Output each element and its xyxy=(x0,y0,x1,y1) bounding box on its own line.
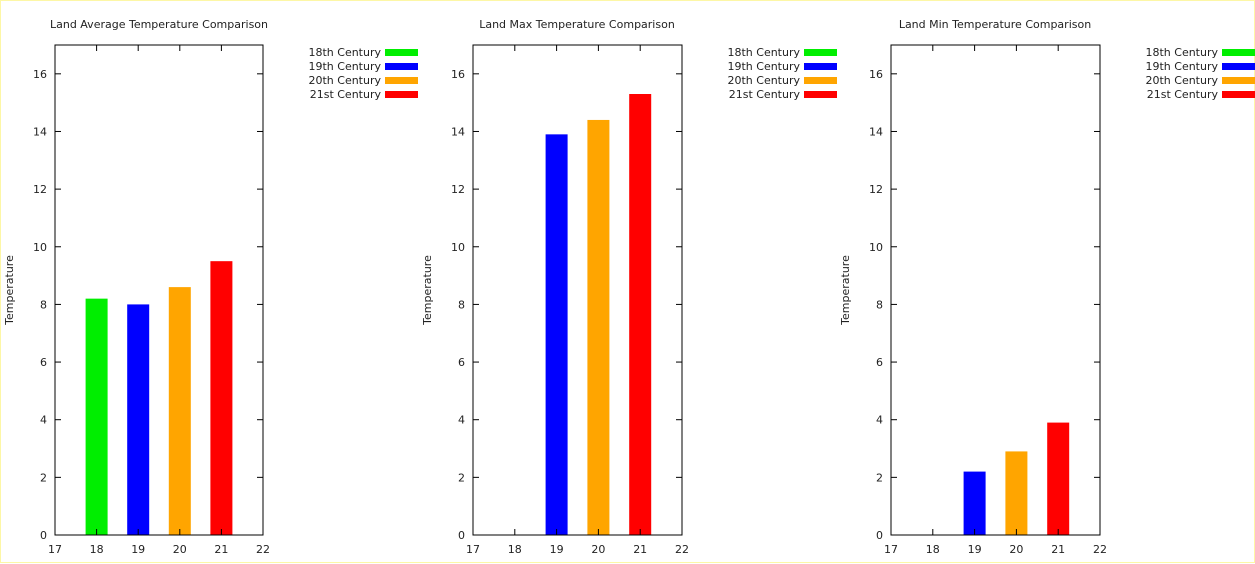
legend-swatch-18th-century xyxy=(1222,49,1255,56)
legend-label-21st-century: 21st Century xyxy=(1147,88,1219,101)
bar-19th-century xyxy=(127,304,150,535)
y-tick-label: 16 xyxy=(869,68,883,81)
y-axis-label: Temperature xyxy=(839,255,852,326)
y-tick-label: 14 xyxy=(33,125,47,138)
y-tick-label: 4 xyxy=(458,414,465,427)
bar-21st-century xyxy=(1047,422,1070,535)
y-tick-label: 8 xyxy=(40,298,47,311)
x-tick-label: 19 xyxy=(550,543,564,556)
legend-swatch-19th-century xyxy=(1222,63,1255,70)
y-tick-label: 10 xyxy=(869,241,883,254)
chart-2: Land Max Temperature Comparison Temperatu… xyxy=(421,18,837,556)
x-tick-label: 21 xyxy=(1051,543,1065,556)
y-tick-label: 2 xyxy=(40,471,47,484)
y-tick-label: 0 xyxy=(40,529,47,542)
chart-3: Land Min Temperature Comparison Temperatu… xyxy=(839,18,1255,556)
x-tick-label: 18 xyxy=(926,543,940,556)
chart-title: Land Min Temperature Comparison xyxy=(899,18,1091,31)
x-tick-label: 22 xyxy=(675,543,689,556)
chart-title: Land Max Temperature Comparison xyxy=(479,18,675,31)
x-tick-label: 19 xyxy=(968,543,982,556)
bar-18th-century xyxy=(85,298,108,535)
y-tick-label: 4 xyxy=(876,414,883,427)
legend-swatch-21st-century xyxy=(1222,91,1255,98)
x-tick-label: 20 xyxy=(173,543,187,556)
legend-label-18th-century: 18th Century xyxy=(1145,46,1218,59)
legend-swatch-21st-century xyxy=(385,91,418,98)
legend-swatch-18th-century xyxy=(804,49,837,56)
x-tick-label: 17 xyxy=(884,543,898,556)
y-tick-label: 10 xyxy=(451,241,465,254)
legend-swatch-20th-century xyxy=(1222,77,1255,84)
x-tick-label: 18 xyxy=(508,543,522,556)
legend-label-18th-century: 18th Century xyxy=(308,46,381,59)
legend-label-19th-century: 19th Century xyxy=(308,60,381,73)
y-tick-label: 0 xyxy=(876,529,883,542)
plot-border xyxy=(54,44,264,536)
y-tick-label: 0 xyxy=(458,529,465,542)
plot-border xyxy=(890,44,1101,536)
x-tick-label: 19 xyxy=(131,543,145,556)
x-tick-label: 21 xyxy=(633,543,647,556)
legend-swatch-20th-century xyxy=(385,77,418,84)
y-tick-label: 2 xyxy=(876,471,883,484)
bar-20th-century xyxy=(168,287,191,535)
bar-21st-century xyxy=(629,94,652,535)
legend-label-20th-century: 20th Century xyxy=(727,74,800,87)
legend-swatch-21st-century xyxy=(804,91,837,98)
legend-label-19th-century: 19th Century xyxy=(727,60,800,73)
legend-swatch-18th-century xyxy=(385,49,418,56)
y-tick-label: 12 xyxy=(33,183,47,196)
legend-swatch-19th-century xyxy=(804,63,837,70)
legend-swatch-20th-century xyxy=(804,77,837,84)
y-tick-label: 4 xyxy=(40,414,47,427)
y-tick-label: 16 xyxy=(33,68,47,81)
legend-swatch-19th-century xyxy=(385,63,418,70)
y-tick-label: 12 xyxy=(869,183,883,196)
y-tick-label: 6 xyxy=(40,356,47,369)
legend-label-20th-century: 20th Century xyxy=(1145,74,1218,87)
x-tick-label: 22 xyxy=(1093,543,1107,556)
x-tick-label: 22 xyxy=(256,543,270,556)
bar-20th-century xyxy=(587,119,610,536)
y-tick-label: 6 xyxy=(876,356,883,369)
x-tick-label: 17 xyxy=(48,543,62,556)
y-tick-label: 8 xyxy=(458,298,465,311)
y-tick-label: 16 xyxy=(451,68,465,81)
bar-19th-century xyxy=(545,134,568,535)
y-tick-label: 14 xyxy=(451,125,465,138)
y-tick-label: 14 xyxy=(869,125,883,138)
legend-label-19th-century: 19th Century xyxy=(1145,60,1218,73)
legend-label-18th-century: 18th Century xyxy=(727,46,800,59)
y-tick-label: 6 xyxy=(458,356,465,369)
y-tick-label: 8 xyxy=(876,298,883,311)
legend-label-21st-century: 21st Century xyxy=(310,88,382,101)
x-tick-label: 20 xyxy=(1009,543,1023,556)
legend-label-20th-century: 20th Century xyxy=(308,74,381,87)
chart-1: Land Average Temperature Comparison Tempe… xyxy=(3,18,418,556)
bar-20th-century xyxy=(1005,451,1028,535)
plot-border xyxy=(472,44,683,536)
y-tick-label: 12 xyxy=(451,183,465,196)
bar-19th-century xyxy=(963,471,986,535)
y-axis-label: Temperature xyxy=(3,255,16,326)
y-axis-label: Temperature xyxy=(421,255,434,326)
legend-label-21st-century: 21st Century xyxy=(729,88,801,101)
chart-title: Land Average Temperature Comparison xyxy=(50,18,268,31)
y-tick-label: 10 xyxy=(33,241,47,254)
bar-21st-century xyxy=(210,261,233,535)
x-tick-label: 18 xyxy=(90,543,104,556)
x-tick-label: 20 xyxy=(591,543,605,556)
x-tick-label: 17 xyxy=(466,543,480,556)
x-tick-label: 21 xyxy=(214,543,228,556)
y-tick-label: 2 xyxy=(458,471,465,484)
